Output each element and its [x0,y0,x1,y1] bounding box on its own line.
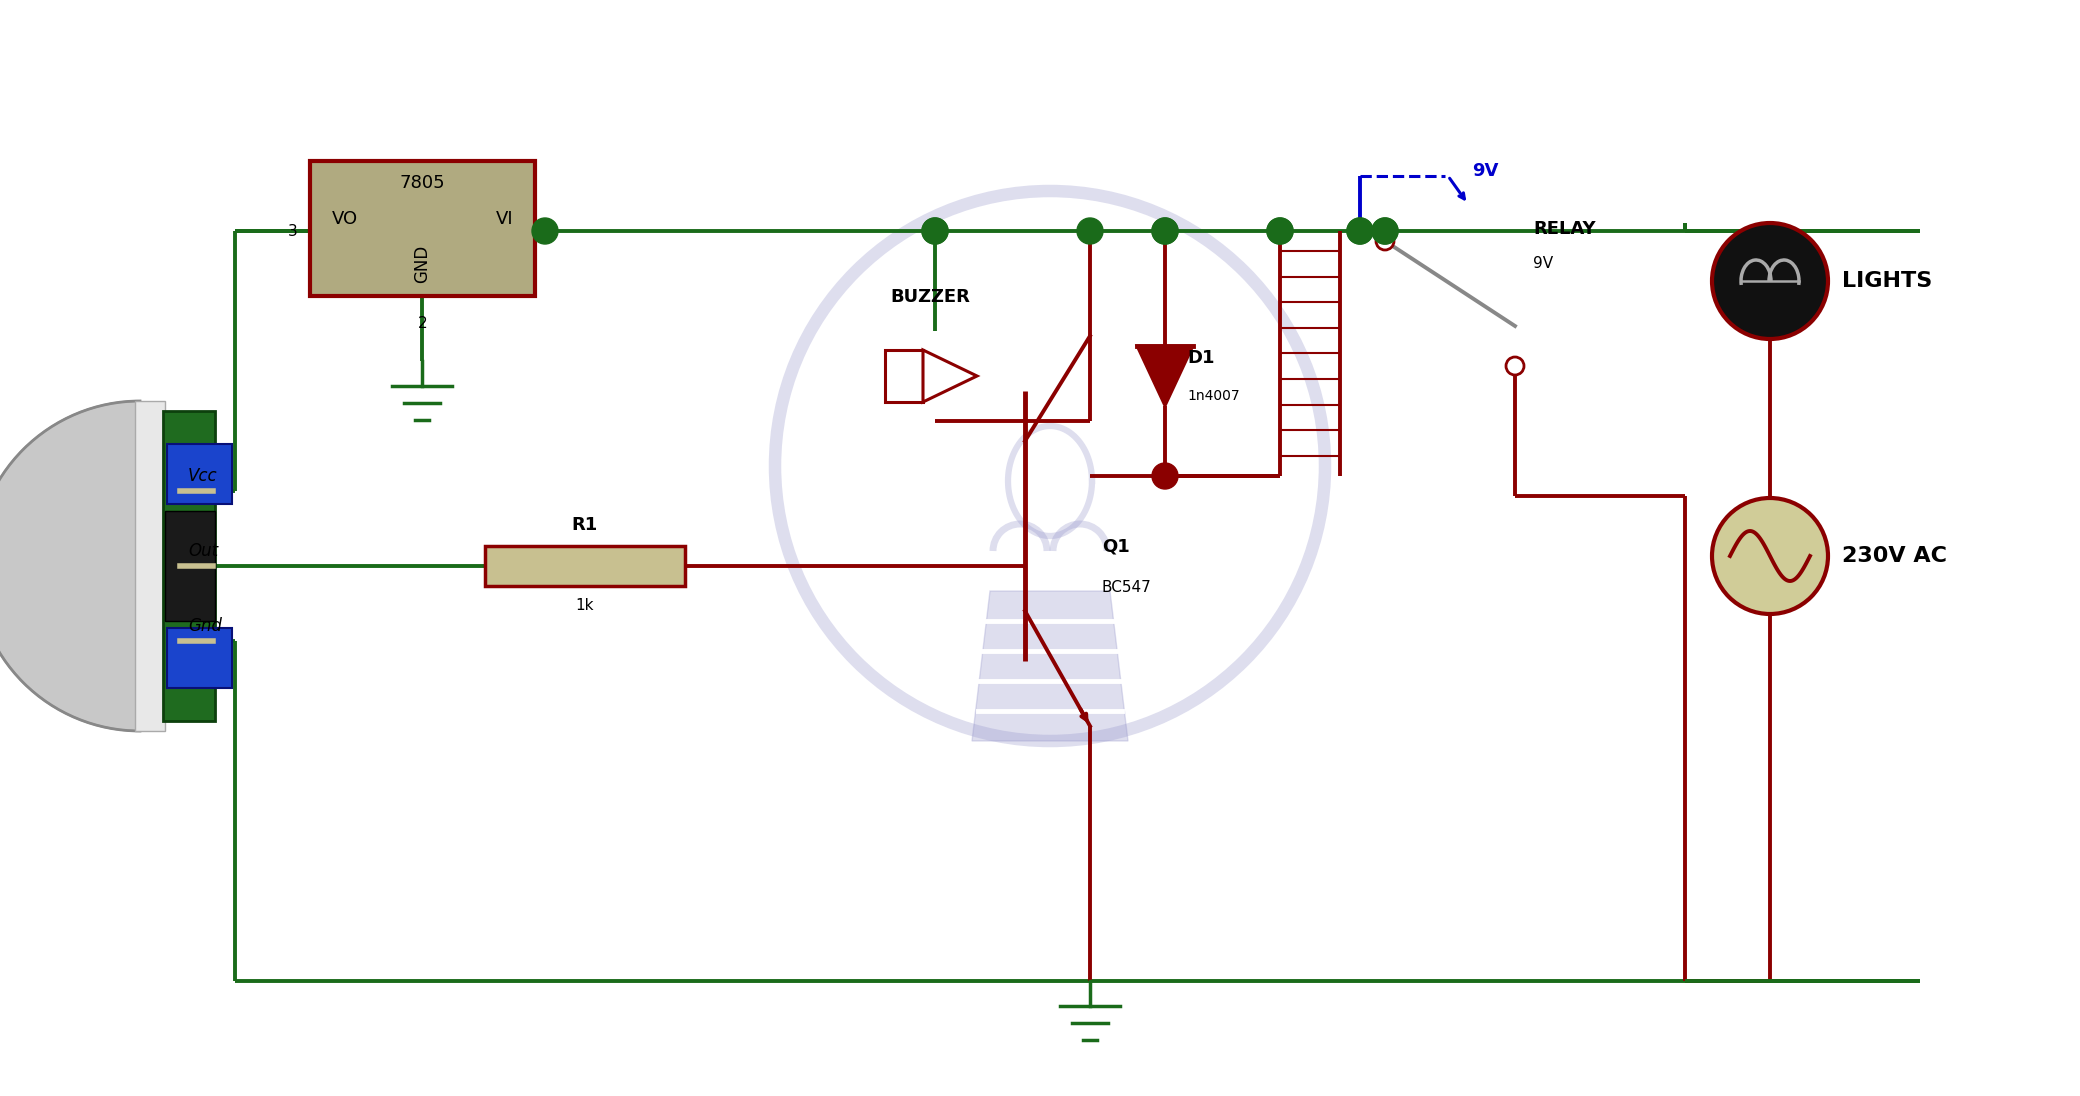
Circle shape [1077,218,1102,244]
Polygon shape [971,591,1127,741]
Circle shape [1267,218,1294,244]
Text: 3: 3 [289,224,297,239]
Bar [162,411,214,721]
Text: R1: R1 [572,516,599,534]
Text: VO: VO [333,209,358,228]
Wedge shape [0,401,139,731]
FancyBboxPatch shape [310,161,535,296]
Circle shape [1348,218,1373,244]
Circle shape [1377,232,1394,250]
Bar [135,401,164,731]
Text: 1: 1 [547,224,557,239]
Bar [884,350,924,402]
Bar [166,444,233,504]
Text: 1k: 1k [576,598,595,613]
Bar [166,628,233,688]
Circle shape [1152,463,1177,489]
Text: 9V: 9V [1533,255,1554,271]
Text: LIGHTS: LIGHTS [1843,271,1932,292]
Text: D1: D1 [1188,349,1215,367]
Circle shape [1348,218,1373,244]
Text: Gnd: Gnd [187,617,223,635]
Text: 7805: 7805 [399,174,445,192]
Text: 230V AC: 230V AC [1843,546,1947,566]
Circle shape [1712,222,1828,339]
Text: RELAY: RELAY [1533,220,1595,238]
Polygon shape [924,350,978,402]
Text: Q1: Q1 [1102,537,1129,555]
Text: 9V: 9V [1473,162,1498,180]
Text: VI: VI [495,209,514,228]
Text: 2: 2 [418,316,426,331]
Bar [164,511,214,621]
Circle shape [921,218,948,244]
Circle shape [1506,357,1525,375]
Circle shape [1152,218,1177,244]
Text: GND: GND [414,244,431,283]
Circle shape [1712,498,1828,614]
Circle shape [1267,218,1294,244]
Circle shape [921,218,948,244]
Bar [485,546,684,586]
Text: BUZZER: BUZZER [890,288,969,306]
Circle shape [1152,218,1177,244]
Polygon shape [1138,346,1194,406]
Circle shape [1373,218,1398,244]
Text: 1n4007: 1n4007 [1188,389,1240,403]
Circle shape [532,218,557,244]
Circle shape [1373,218,1398,244]
Text: Out: Out [187,543,218,560]
Text: Vcc: Vcc [187,467,218,486]
Text: BC547: BC547 [1102,581,1152,595]
